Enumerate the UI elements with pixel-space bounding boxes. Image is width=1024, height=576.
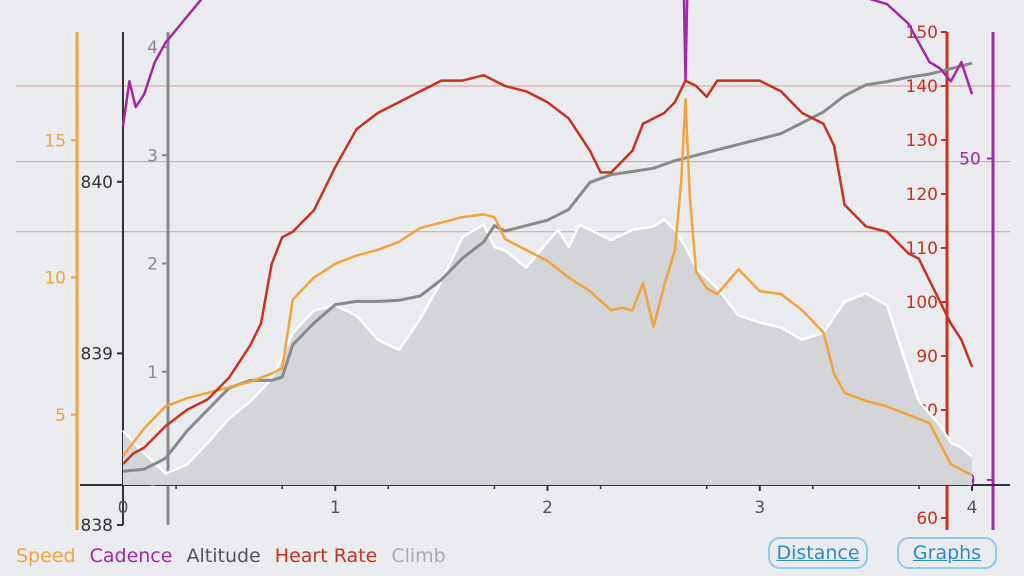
speed-tick-label-1: 10 [44,269,66,289]
climb-tick-label-1: 1 [147,363,158,383]
x-tick-label-2: 2 [542,498,553,518]
x-tick-label-4: 4 [967,498,978,518]
x-tick-label-1: 1 [330,498,341,518]
legend-altitude: Altitude [186,545,261,567]
climb-tick-label-4: 4 [147,38,158,58]
speed-tick-label-2: 15 [44,131,66,151]
heart-rate-tick-label-8: 140 [906,77,938,97]
legend-climb: Climb [391,545,446,567]
heart-rate-tick-label-4: 100 [906,293,938,313]
cadence-tick-label-1: 50 [959,150,981,170]
heart-rate-line [122,73,974,465]
altitude-tick-label-0: 838 [81,516,113,536]
heart-rate-tick-label-5: 110 [906,239,938,259]
graphs-button[interactable]: Graphs [897,537,997,569]
altitude-line [122,218,973,475]
climb-tick-label-2: 2 [147,255,158,275]
legend: Speed Cadence Altitude Heart Rate Climb [16,545,454,567]
climb-line [122,61,973,473]
altitude-tick-label-2: 840 [81,173,113,193]
altitude-tick-label-1: 839 [81,344,113,364]
legend-heart-rate: Heart Rate [274,545,378,567]
speed-line [122,97,973,477]
altitude-area [123,219,972,485]
x-tick-label-0: 0 [118,498,129,518]
heart-rate-tick-label-9: 150 [906,23,938,43]
cadence-line [121,0,974,127]
climb-tick-label-3: 3 [147,146,158,166]
legend-speed: Speed [16,545,76,567]
legend-cadence: Cadence [89,545,173,567]
distance-button[interactable]: Distance [768,537,868,569]
heart-rate-tick-label-6: 120 [906,185,938,205]
x-tick-label-3: 3 [754,498,765,518]
heart-rate-tick-label-7: 130 [906,131,938,151]
heart-rate-tick-label-0: 60 [916,509,938,529]
heart-rate-tick-label-3: 90 [916,347,938,367]
speed-tick-label-0: 5 [55,406,66,426]
